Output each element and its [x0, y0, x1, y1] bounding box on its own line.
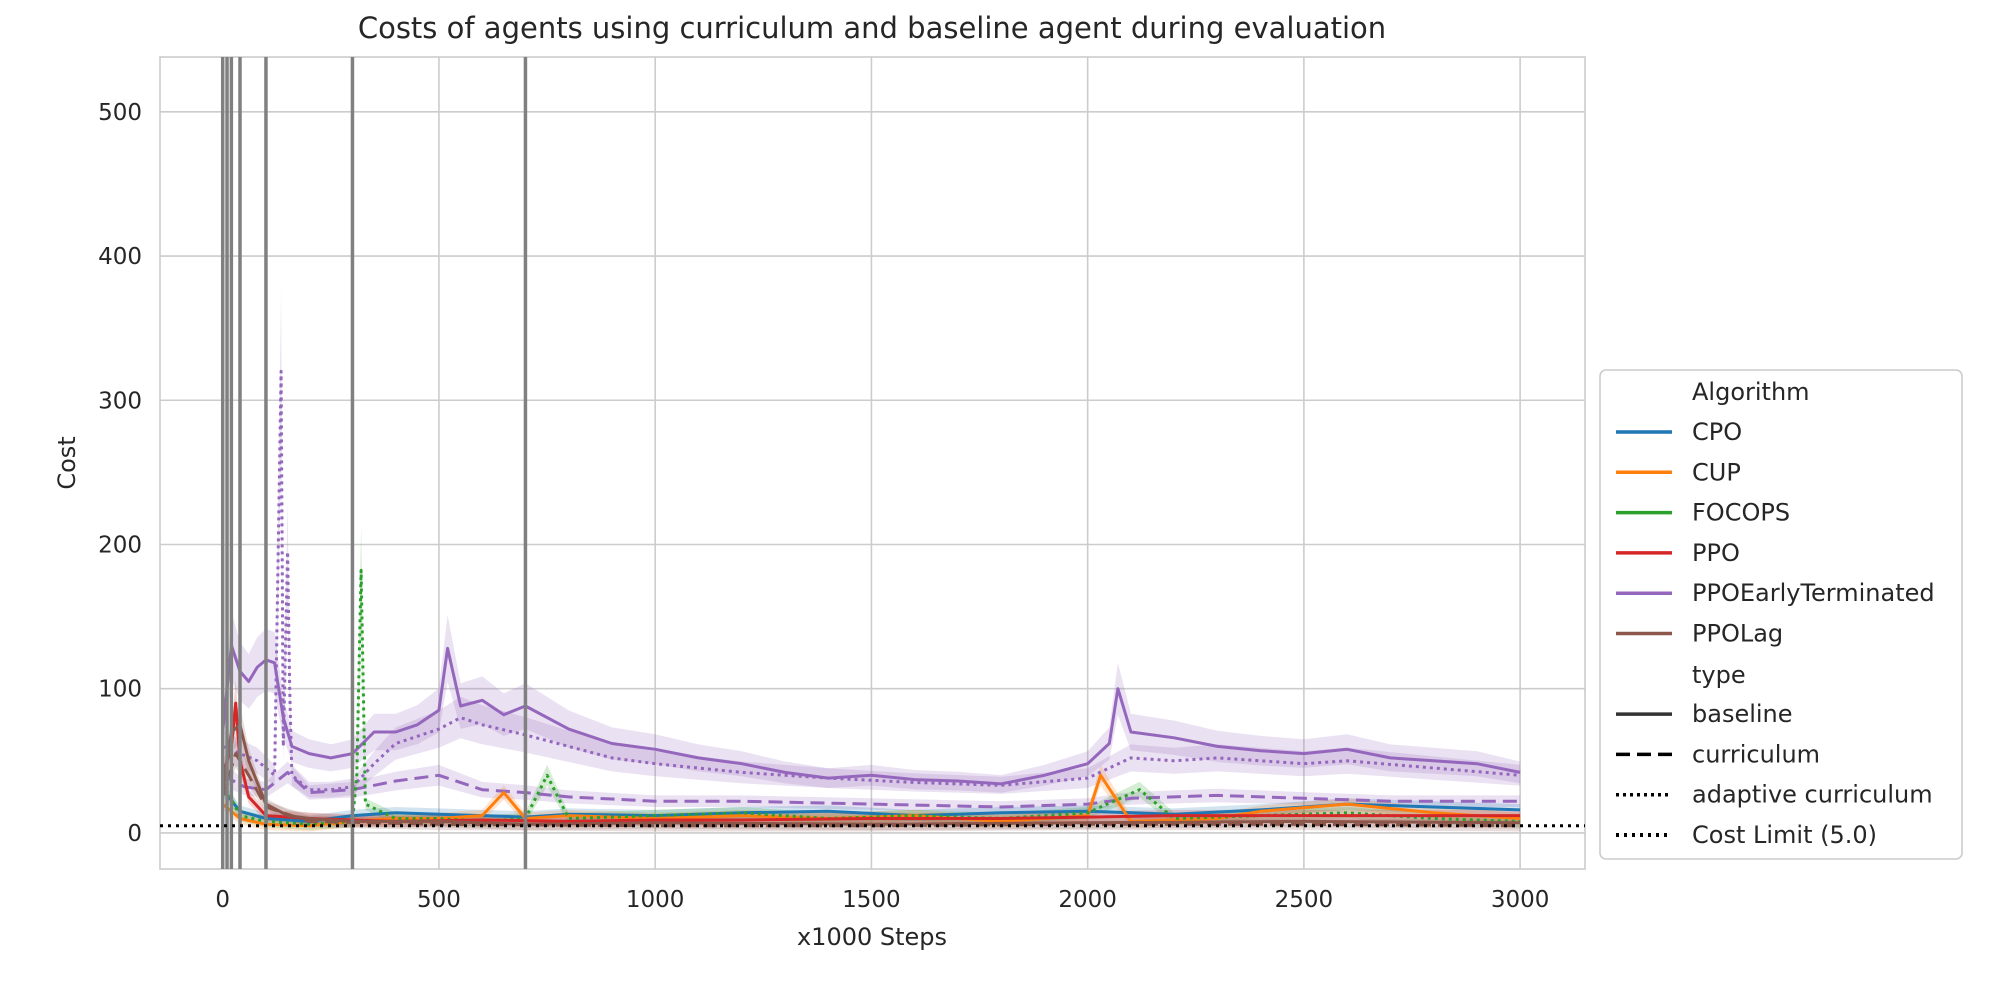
legend-entries: CPO CUP FOCOPS PPO PPOEarlyTerminated PPOLag b… [1616, 418, 1935, 849]
x-tick-label-500: 500 [417, 887, 461, 913]
legend-label-ppoearlyterminated: PPOEarlyTerminated [1692, 579, 1935, 607]
band-ppo-baseline [222, 679, 1521, 828]
legend-label-focops: FOCOPS [1692, 499, 1790, 527]
y-tick-label-100: 100 [98, 677, 142, 703]
x-tick-label-0: 0 [215, 887, 230, 913]
legend-title-type: type [1692, 661, 1746, 689]
y-axis-label: Cost [53, 436, 81, 489]
x-tick-label-1000: 1000 [626, 887, 685, 913]
band-ppoearlyterminated-baseline [222, 611, 1521, 793]
line-ppolag-curriculum [221, 752, 1521, 828]
curriculum-boundaries [220, 57, 528, 869]
band-ppoearlyterminated-curriculum [222, 761, 1521, 813]
y-tick-label-500: 500 [98, 100, 142, 126]
legend-label-cost-limit-5-0-: Cost Limit (5.0) [1692, 821, 1877, 849]
x-tick-label-2000: 2000 [1058, 887, 1117, 913]
legend-label-adaptive-curriculum: adaptive curriculum [1692, 781, 1933, 809]
legend-label-ppo: PPO [1692, 539, 1740, 567]
line-ppoearlyterminated-baseline [221, 643, 1521, 786]
chart-title: Costs of agents using curriculum and bas… [358, 11, 1386, 45]
x-tick-label-3000: 3000 [1491, 887, 1550, 913]
y-tick-label-0: 0 [127, 821, 142, 847]
y-tick-label-300: 300 [98, 388, 142, 414]
series-lines [221, 369, 1521, 828]
x-ticks: 0 500 1000 1500 2000 2500 3000 [215, 887, 1549, 913]
x-tick-label-2500: 2500 [1275, 887, 1334, 913]
y-tick-label-400: 400 [98, 244, 142, 270]
legend: Algorithm type CPO CUP FOCOPS PPO PPOEarlyTe… [1599, 369, 1963, 860]
plot-background [159, 56, 1586, 870]
legend-label-cup: CUP [1692, 458, 1741, 486]
legend-label-curriculum: curriculum [1692, 740, 1820, 768]
legend-label-baseline: baseline [1692, 700, 1793, 728]
legend-title-algorithm: Algorithm [1692, 378, 1810, 406]
x-axis-label: x1000 Steps [797, 923, 947, 951]
y-ticks: 0 100 200 300 400 500 [98, 100, 142, 847]
line-ppoearlyterminated-curriculum [221, 770, 1521, 809]
legend-label-ppolag: PPOLag [1692, 620, 1783, 648]
legend-box [1599, 369, 1963, 860]
x-tick-label-1500: 1500 [842, 887, 901, 913]
y-tick-label-200: 200 [98, 532, 142, 558]
line-ppoearlyterminated-adaptive-curriculum [222, 369, 1521, 792]
legend-label-cpo: CPO [1692, 418, 1742, 446]
